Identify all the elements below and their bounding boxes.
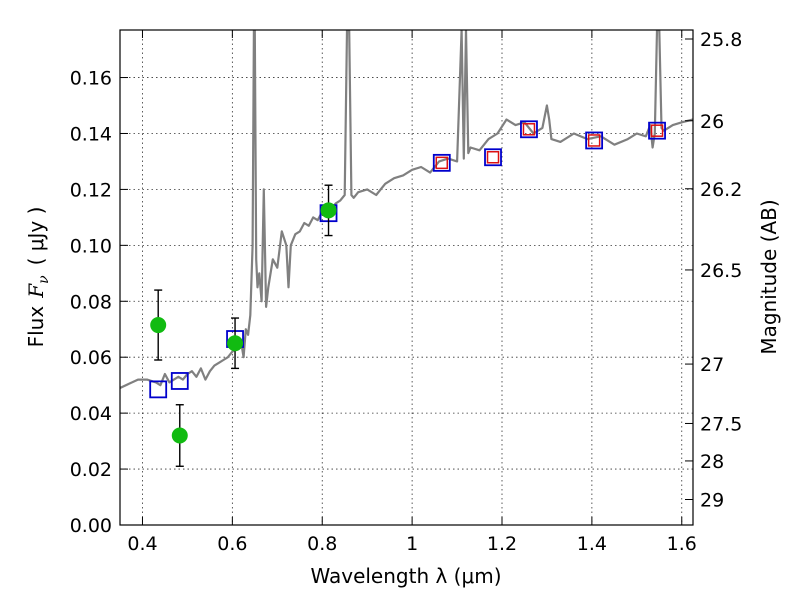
ir-square-marker: [522, 123, 536, 136]
x-tick-label: 0.6: [217, 533, 247, 555]
model-square-marker: [432, 153, 451, 172]
ir-square-marker: [486, 150, 500, 164]
grid: [120, 30, 693, 525]
y2-tick-label: 25.8: [700, 29, 742, 51]
x-tick-label: 1.6: [667, 533, 697, 555]
x-tick-label: 1.2: [487, 533, 517, 555]
marker-layer: [149, 120, 666, 467]
y2-tick-label: 26.5: [700, 260, 742, 282]
y-tick-label: 0.10: [70, 235, 112, 257]
model-square-marker: [648, 121, 666, 140]
y-tick-label: 0.08: [70, 291, 112, 313]
y-tick-label: 0.00: [70, 515, 112, 537]
tick-layer: 0.4 0.6 0.8 1 1.2 1.4 1.6 0.00 0.02 0.04 0.06 0.08 0…: [70, 29, 743, 555]
y2-tick-label: 26: [700, 111, 724, 133]
x-axis-label: Wavelength λ (μm): [310, 564, 501, 588]
plot-frame: [119, 29, 694, 526]
y2-tick-label: 27.5: [700, 413, 742, 435]
y-tick-label: 0.12: [70, 179, 112, 201]
y2-axis-label: Magnitude (AB): [757, 199, 781, 354]
ir-square-marker: [587, 134, 601, 147]
x-tick-label: 0.8: [307, 533, 337, 555]
photometry-point: [320, 202, 337, 219]
y-tick-label: 0.06: [70, 347, 112, 369]
model-square-marker: [170, 372, 189, 390]
x-tick-label: 0.4: [127, 533, 157, 555]
model-square-marker: [585, 131, 604, 150]
y-tick-label: 0.04: [70, 403, 112, 425]
y-axis-label: FluxFν( μJy ): [24, 207, 52, 348]
photometry-point: [227, 335, 244, 352]
model-square-marker: [520, 120, 538, 139]
y2-tick-label: 27: [700, 354, 724, 376]
y2-tick-label: 29: [700, 489, 724, 511]
spectrum-line: [120, 30, 693, 389]
x-tick-label: 1.4: [577, 533, 607, 555]
model-square-marker: [149, 380, 168, 399]
ir-square-marker: [650, 124, 664, 137]
x-tick-label: 1: [406, 533, 418, 555]
y-tick-label: 0.02: [70, 459, 112, 481]
y-tick-label: 0.16: [70, 68, 112, 90]
model-square-marker: [484, 148, 502, 167]
spectrum-layer: [120, 30, 693, 389]
photometry-point: [150, 317, 167, 334]
photometry-point: [171, 427, 188, 444]
y2-tick-label: 26.2: [700, 179, 742, 201]
ir-square-marker: [435, 156, 449, 170]
y-tick-label: 0.14: [70, 123, 112, 145]
y2-tick-label: 28: [700, 451, 724, 473]
